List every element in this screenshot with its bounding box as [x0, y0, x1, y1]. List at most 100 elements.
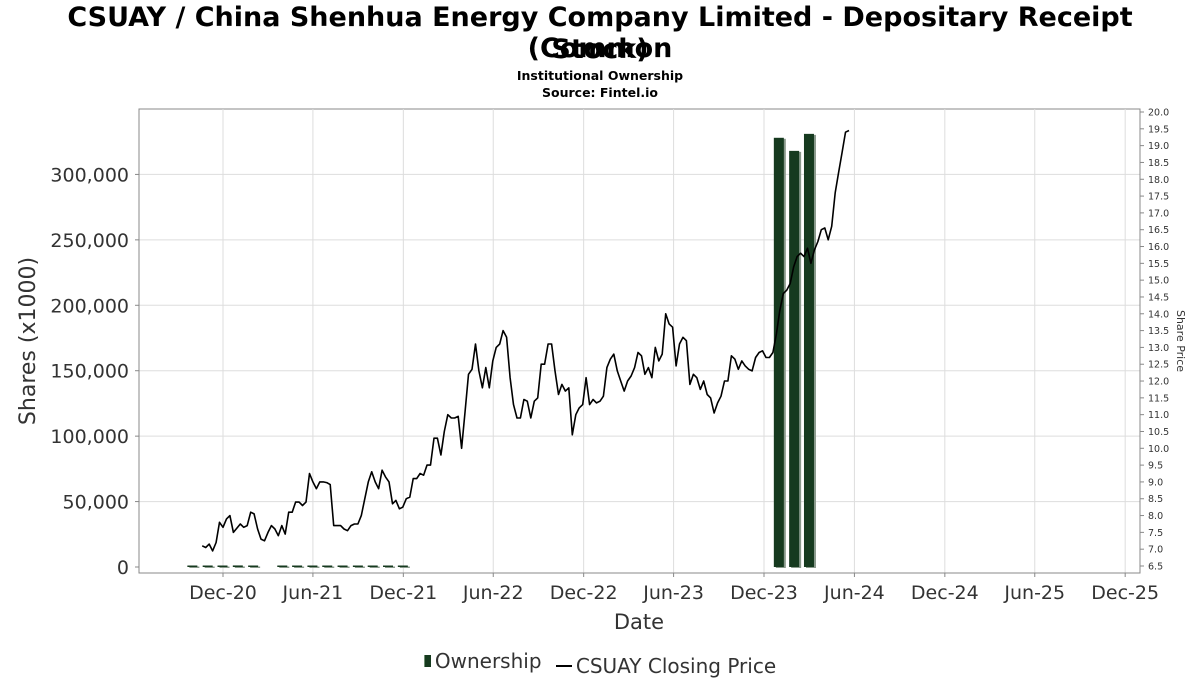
ownership-bar	[337, 565, 348, 567]
x-tick-label: Jun-23	[642, 582, 704, 604]
ownership-bar-shadow	[234, 566, 245, 568]
left-tick-label: 150,000	[50, 361, 129, 383]
right-tick-label: 13.5	[1148, 326, 1169, 337]
legend-bar-swatch	[423, 655, 431, 667]
right-tick-label: 14.0	[1148, 309, 1169, 320]
right-tick-label: 10.0	[1148, 444, 1169, 455]
chart-source: Source: Fintel.io	[542, 85, 658, 100]
ownership-bar	[202, 565, 213, 567]
left-tick-label: 300,000	[50, 164, 129, 186]
right-tick-label: 17.0	[1148, 208, 1169, 219]
x-tick-label: Dec-20	[189, 582, 257, 604]
legend-ownership-label: Ownership	[434, 649, 542, 673]
price-line-group	[201, 129, 850, 552]
x-tick-label: Jun-25	[1003, 582, 1065, 604]
ownership-bar	[803, 133, 814, 567]
x-tick-label: Jun-24	[823, 582, 885, 604]
right-tick-label: 12.0	[1148, 377, 1169, 388]
legend-item-price[interactable]: CSUAY Closing Price	[552, 654, 776, 678]
right-tick-label: 15.5	[1148, 259, 1169, 270]
right-tick-label: 18.0	[1148, 175, 1169, 186]
ownership-bar-shadow	[250, 566, 261, 568]
ownership-bar	[383, 565, 394, 567]
legend: Ownership CSUAY Closing Price	[0, 648, 1200, 678]
price-line	[201, 129, 850, 552]
left-tick-label: 0	[117, 557, 129, 579]
legend-item-ownership[interactable]: Ownership	[423, 649, 542, 673]
right-tick-label: 20.0	[1148, 108, 1169, 119]
right-tick-label: 10.5	[1148, 427, 1169, 438]
ownership-bar	[367, 565, 378, 567]
ownership-bar	[307, 565, 318, 567]
x-tick-label: Jun-22	[462, 582, 524, 604]
plot-area	[138, 108, 1141, 574]
ownership-bar	[277, 565, 288, 567]
ownership-bar	[322, 565, 333, 567]
right-tick-label: 16.0	[1148, 242, 1169, 253]
ownership-bar	[232, 565, 243, 567]
ownership-bar-shadow	[385, 566, 396, 568]
ownership-bar-shadow	[204, 566, 215, 568]
left-tick-label: 100,000	[50, 426, 129, 448]
ownership-bar-shadow	[399, 566, 410, 568]
right-tick-label: 18.5	[1148, 158, 1169, 169]
right-tick-label: 14.5	[1148, 292, 1169, 303]
ownership-bar	[773, 137, 784, 567]
x-tick-label: Dec-21	[369, 582, 437, 604]
ownership-bar	[217, 565, 228, 567]
left-axis-ticks: 0 50,000 100,000 150,000 200,000 250,000 300,0…	[50, 164, 139, 579]
right-tick-label: 11.5	[1148, 393, 1169, 404]
x-tick-label: Dec-24	[911, 582, 979, 604]
right-tick-label: 6.5	[1148, 562, 1163, 573]
y-axis-label-right: Share Price	[1174, 310, 1187, 372]
ownership-bar	[789, 150, 800, 568]
y-axis-label-left: Shares (x1000)	[16, 257, 41, 425]
ownership-bar	[352, 565, 363, 567]
left-tick-label: 200,000	[50, 295, 129, 317]
right-tick-label: 9.0	[1148, 477, 1163, 488]
legend-line-swatch	[555, 665, 572, 667]
right-tick-label: 7.0	[1148, 545, 1163, 556]
ownership-bar-shadow	[369, 566, 380, 568]
legend-price-label: CSUAY Closing Price	[575, 654, 777, 678]
ownership-bar-shadow	[324, 566, 335, 568]
ownership-bar-shadow	[354, 566, 365, 568]
right-tick-label: 7.5	[1148, 528, 1163, 539]
right-tick-label: 11.0	[1148, 410, 1169, 421]
ownership-bar-shadow	[279, 566, 290, 568]
x-tick-label: Dec-23	[730, 582, 798, 604]
chart-subtitle: Institutional Ownership	[516, 68, 684, 83]
ownership-bar-shadow	[219, 566, 230, 568]
ownership-bar-shadow	[294, 566, 305, 568]
chart-title-line-2: Stock)	[551, 34, 649, 65]
chart-title-line-1: CSUAY / China Shenhua Energy Company Lim…	[67, 2, 1133, 64]
right-tick-label: 19.5	[1148, 124, 1169, 135]
axes	[138, 109, 1141, 574]
x-tick-label: Dec-22	[550, 582, 618, 604]
x-tick-label: Jun-21	[282, 582, 344, 604]
left-tick-label: 250,000	[50, 230, 129, 252]
right-tick-label: 8.5	[1148, 494, 1163, 505]
right-tick-label: 13.0	[1148, 343, 1169, 354]
right-tick-label: 16.5	[1148, 225, 1169, 236]
ownership-bar	[248, 565, 259, 567]
left-tick-label: 50,000	[63, 492, 129, 514]
ownership-bar	[292, 565, 303, 567]
x-axis-ticks: Dec-20 Jun-21 Dec-21 Jun-22 Dec-22 Jun-23 Dec-…	[189, 573, 1159, 604]
right-axis-ticks: 6.5 7.0 7.5 8.0 8.5 9.0 9.5 10.0 10.5 11.0 11.5 12.…	[1140, 108, 1169, 573]
ownership-bar	[187, 565, 198, 567]
ownership-bar-shadow	[339, 566, 350, 568]
right-tick-label: 8.0	[1148, 511, 1163, 522]
right-tick-label: 17.5	[1148, 192, 1169, 203]
ownership-bar-shadow	[309, 566, 320, 568]
ownership-bar-shadow	[189, 566, 200, 568]
right-tick-label: 19.0	[1148, 141, 1169, 152]
ownership-bar	[397, 565, 408, 567]
right-tick-label: 12.5	[1148, 360, 1169, 371]
right-tick-label: 9.5	[1148, 461, 1163, 472]
ownership-bars	[187, 133, 816, 569]
right-tick-label: 15.0	[1148, 276, 1169, 287]
x-tick-label: Dec-25	[1091, 582, 1159, 604]
